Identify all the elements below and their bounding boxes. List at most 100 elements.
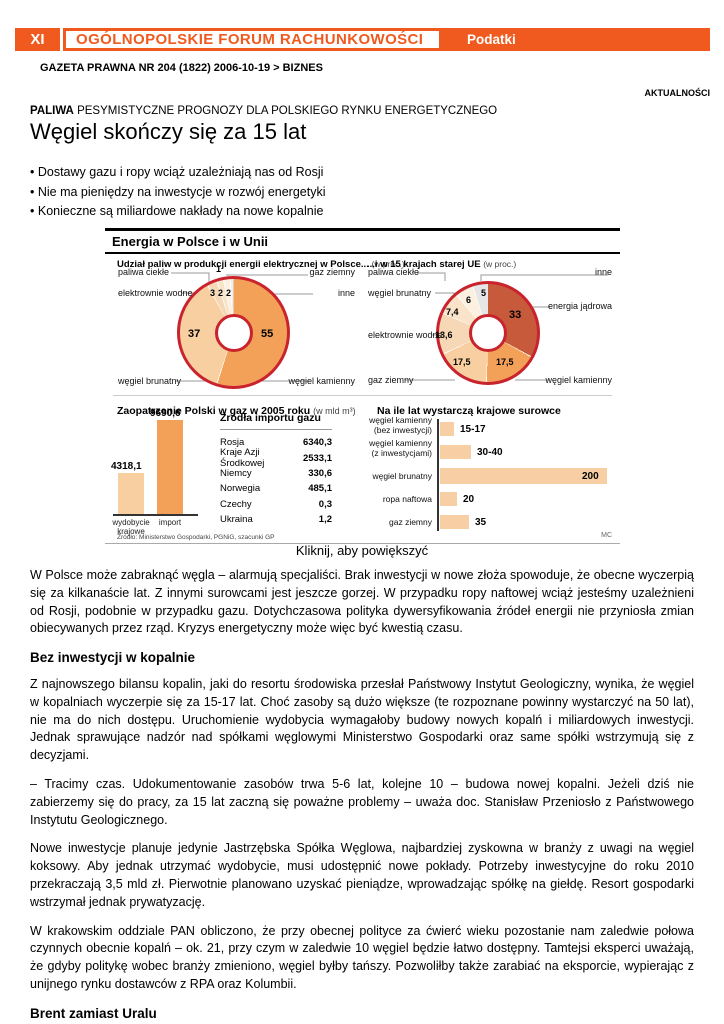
reserves-title: Na ile lat wystarczą krajowe surowce — [377, 405, 561, 417]
donut-hole — [469, 314, 507, 352]
edition-badge: XI — [15, 28, 60, 51]
country: Czechy — [220, 498, 252, 510]
reserves-axis — [437, 419, 439, 531]
banner-title: OGÓLNOPOLSKIE FORUM RACHUNKOWOŚCI — [63, 28, 442, 51]
header-banner: XI OGÓLNOPOLSKIE FORUM RACHUNKOWOŚCI Pod… — [15, 28, 710, 51]
amount: 1,2 — [318, 514, 332, 526]
banner-divider — [60, 28, 63, 51]
pie-slice-value: 55 — [261, 328, 274, 340]
pie-slice-value: 33 — [509, 309, 522, 321]
kicker: PALIWA PESYMISTYCZNE PROGNOZY DLA POLSKI… — [30, 105, 497, 117]
country: Ukraina — [220, 514, 253, 526]
pie-slice-value: 6 — [466, 295, 472, 305]
banner-section-podatki: Podatki — [442, 28, 710, 51]
gas-supply-unit: (w mld m³) — [313, 406, 356, 416]
bar-baseline — [113, 514, 198, 516]
infographic-source: Źródło: Ministerstwo Gospodarki, PGNiG, … — [117, 534, 275, 541]
pie-slice-label: gaz ziemny — [368, 375, 414, 385]
pie-slice-label: elektrownie wodne — [368, 330, 443, 340]
bar-label: import — [158, 518, 182, 527]
paragraph: – Tracimy czas. Udokumentowanie zasobów … — [30, 776, 694, 827]
masthead: GAZETA PRAWNA NR 204 (1822) 2006-10-19 >… — [40, 62, 323, 74]
reserve-bar — [440, 422, 454, 436]
energy-infographic[interactable]: Energia w Polsce i w Unii Udział paliw w… — [105, 228, 620, 544]
reserve-value: 200 — [582, 471, 599, 482]
pie-slice-value: 1 — [216, 264, 222, 274]
bar-domestic — [118, 473, 144, 514]
amount: 485,1 — [308, 483, 332, 495]
bar-label: wydobycie krajowe — [112, 518, 150, 536]
lead-bullet: Konieczne są miliardowe nakłady na nowe … — [30, 202, 326, 222]
bottom-rule — [105, 543, 620, 544]
paragraph: W krakowskim oddziale PAN obliczono, że … — [30, 923, 694, 991]
eu-pie-subtitle: ...i w 15 krajach starej UE (w proc.) — [367, 259, 517, 270]
subheading: Bez inwestycji w kopalnie — [30, 650, 196, 666]
article-body: W Polsce może zabraknąć węgla – alarmują… — [30, 567, 694, 1024]
pie-slice-label: paliwa ciekłe — [368, 267, 420, 277]
pie-slice-label: węgiel brunatny — [368, 288, 432, 298]
title-rule — [105, 252, 620, 254]
country: Niemcy — [220, 467, 252, 479]
pie-slice-label: węgiel kamienny — [545, 375, 612, 385]
pie-slice-value: 2 — [218, 288, 224, 298]
import-sources-table: Źródła importu gazu Rosja 6340,3 Kraje A… — [220, 412, 332, 527]
reserve-label: gaz ziemny — [389, 517, 432, 527]
country: Rosja — [220, 437, 245, 449]
table-row: Norwegia 485,1 — [220, 481, 332, 496]
lead-bullet: Nie ma pieniędzy na inwestycje w rozwój … — [30, 183, 326, 203]
paragraph: W Polsce może zabraknąć węgla – alarmują… — [30, 568, 694, 636]
table-row: Niemcy 330,6 — [220, 466, 332, 481]
section-label: AKTUALNOŚCI — [644, 88, 711, 98]
kicker-text: PESYMISTYCZNE PROGNOZY DLA POLSKIEGO RYN… — [73, 105, 498, 117]
kicker-category: PALIWA — [30, 105, 74, 117]
pie-slice-value: 3 — [210, 288, 216, 298]
reserve-bar — [440, 468, 607, 484]
pie-slice-label: energia jądrowa — [547, 301, 612, 311]
section-divider — [113, 395, 612, 396]
paragraph: Z najnowszego bilansu kopalin, jaki do r… — [30, 676, 694, 763]
table-row: Rosja 6340,3 — [220, 435, 332, 450]
pie-slice-value: 37 — [188, 328, 201, 340]
country: Kraje Azji Środkowej — [220, 447, 265, 470]
pie-slice-label: paliwa ciekłe — [118, 267, 170, 277]
reserve-bar — [440, 445, 471, 459]
amount: 0,3 — [318, 498, 332, 510]
reserve-label: węgiel kamienny (z inwestycjami) — [369, 438, 432, 458]
paragraph: Nowe inwestycje planuje jedynie Jastrzęb… — [30, 841, 694, 909]
amount: 330,6 — [308, 467, 332, 479]
donut-hole — [214, 313, 253, 352]
pie-slice-value: 13,6 — [435, 330, 453, 340]
poland-pie-subtitle: Udział paliw w produkcji energii elektry… — [117, 259, 405, 270]
pie-slice-label: elektrownie wodne — [118, 288, 193, 298]
bar-value: 9690,6 — [150, 408, 181, 419]
reserve-bar — [440, 492, 457, 506]
table-header: Źródła importu gazu — [220, 412, 332, 430]
pie-slice-value: 2 — [226, 288, 232, 298]
pie-slice-label: węgiel brunatny — [118, 376, 182, 386]
pie-slice-label: inne — [337, 288, 355, 298]
lead-bullet: Dostawy gazu i ropy wciąż uzależniają na… — [30, 163, 326, 183]
table-row: Ukraina 1,2 — [220, 512, 332, 527]
pie-slice-value: 17,5 — [453, 357, 471, 367]
reserve-value: 15-17 — [460, 424, 486, 435]
reserve-label: węgiel brunatny — [372, 471, 432, 481]
enlarge-link[interactable]: Kliknij, aby powiększyć — [295, 543, 429, 558]
poland-pie-unit: (w proc.) — [371, 259, 405, 269]
pie-slice-value: 17,5 — [496, 357, 514, 367]
pie-slice-value: 5 — [481, 288, 487, 298]
subheading: Brent zamiast Uralu — [30, 1005, 157, 1021]
pie-slice-label: gaz ziemny — [309, 267, 355, 277]
pie-slice-value: 7,4 — [446, 307, 459, 317]
country: Norwegia — [220, 483, 261, 495]
table-row: Kraje Azji Środkowej 2533,1 — [220, 447, 332, 469]
reserve-label: węgiel kamienny (bez inwestycji) — [369, 415, 432, 435]
bar-value: 4318,1 — [111, 461, 142, 472]
reserve-label: ropa naftowa — [382, 494, 432, 504]
pie-slice-label: węgiel kamienny — [288, 376, 355, 386]
table-row: Czechy 0,3 — [220, 497, 332, 512]
reserve-value: 20 — [463, 494, 475, 505]
page-title: Węgiel skończy się za 15 lat — [30, 119, 307, 144]
eu-donut-chart — [436, 281, 540, 385]
reserve-bar — [440, 515, 469, 529]
